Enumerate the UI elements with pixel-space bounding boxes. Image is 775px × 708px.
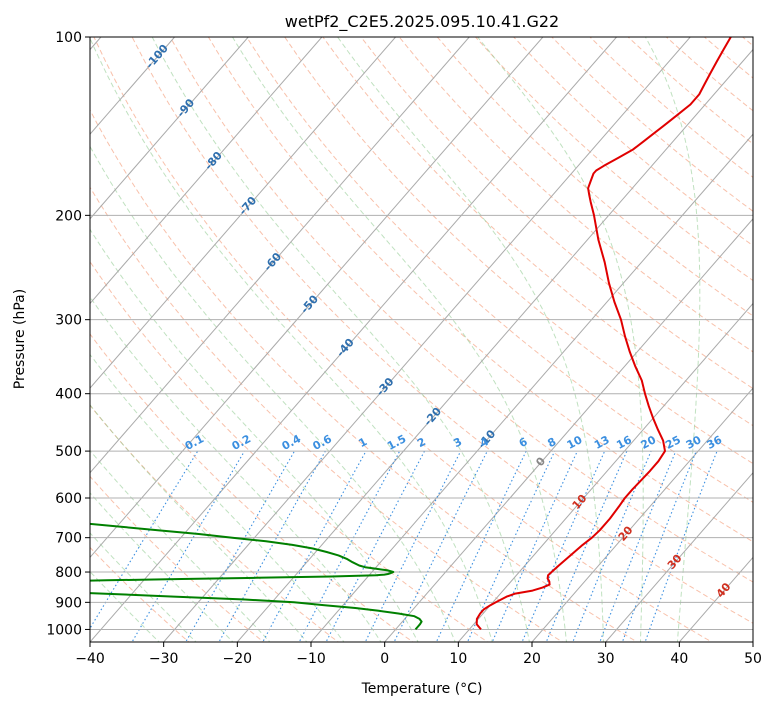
plot-background [90, 37, 753, 642]
x-tick-label: 50 [744, 651, 762, 667]
mixing-ratio-line [599, 450, 677, 642]
dry-adiabats [90, 37, 753, 642]
mixing-ratio-line [262, 450, 367, 642]
mixing-ratio-label: 16 [614, 433, 634, 452]
isotherm-line [752, 641, 753, 642]
isotherm-line [163, 37, 691, 642]
mixing-ratio-line [545, 450, 628, 642]
mixing-ratio-line [621, 450, 697, 642]
isotherm-line [531, 387, 753, 642]
dry-adiabat-line [90, 108, 638, 642]
isotherm-line [384, 218, 753, 642]
mixing-ratio-line [325, 450, 425, 642]
dry-adiabat-line [90, 475, 265, 642]
dry-adiabat-line [131, 37, 753, 624]
mixing-ratio-line [644, 450, 718, 642]
mixing-ratio-label: 13 [592, 433, 612, 452]
x-axis-label: Temperature (°C) [361, 681, 483, 697]
mixing-ratio-label: 20 [639, 433, 659, 452]
y-tick-label: 800 [55, 565, 82, 581]
x-tick-label: −10 [296, 651, 326, 667]
y-tick-label: 900 [55, 595, 82, 611]
mixing-ratio-line [572, 450, 652, 642]
y-tick-label: 500 [55, 444, 82, 460]
chart-title: wetPf2_C2E5.2025.095.10.41.G22 [285, 12, 559, 32]
mixing-ratio-label: 10 [565, 433, 585, 452]
mixing-ratio-lines [90, 450, 718, 642]
dry-adiabat-line [169, 37, 753, 583]
isotherm-line [605, 471, 753, 642]
y-tick-label: 200 [55, 208, 82, 224]
x-tick-label: 30 [597, 651, 615, 667]
isotherm-line [90, 37, 323, 305]
y-tick-label: 700 [55, 531, 82, 547]
dry-adiabat-line [360, 37, 753, 390]
y-axis-label: Pressure (hPa) [12, 289, 28, 389]
dry-adiabat-line [90, 186, 564, 642]
isotherm-line [310, 133, 753, 642]
y-axis-ticks: 1000 900 800 700 600 500 400 300 200 100 [46, 30, 90, 638]
y-tick-label: 300 [55, 313, 82, 329]
x-tick-label: 20 [523, 651, 541, 667]
plot-frame [89, 36, 754, 643]
isotherm-line [90, 37, 396, 389]
dry-adiabat-line [90, 260, 489, 642]
moist-adiabat-line [90, 296, 382, 642]
isotherm-line [236, 48, 753, 642]
x-axis-ticks: −40 −30 −20 −10 0 10 20 30 40 50 [75, 642, 762, 667]
mixing-ratio-label: 25 [663, 433, 683, 452]
y-tick-label: 400 [55, 387, 82, 403]
temperature-profile [475, 37, 732, 631]
isotherm-line [457, 302, 753, 642]
profile-lines [90, 37, 732, 631]
pressure-gridlines [90, 37, 753, 630]
y-tick-label: 1000 [46, 622, 82, 638]
y-tick-label: 100 [55, 30, 82, 46]
dry-adiabat-line [246, 37, 753, 503]
mixing-ratio-line [298, 450, 401, 642]
moist-adiabat-line [90, 570, 160, 642]
mixing-ratio-label: 36 [705, 433, 725, 452]
x-tick-label: −20 [223, 651, 253, 667]
dry-adiabat-line [93, 37, 713, 642]
x-tick-label: −30 [149, 651, 179, 667]
isotherm-line [90, 37, 617, 642]
isotherm-line [90, 37, 544, 559]
mixing-ratio-label: 30 [684, 433, 704, 452]
y-tick-label: 600 [55, 491, 82, 507]
dry-adiabat-line [322, 37, 753, 427]
x-tick-label: −40 [75, 651, 105, 667]
isotherm-line [90, 37, 249, 220]
mixing-ratio-line [90, 450, 199, 630]
isotherm-line [90, 37, 470, 474]
x-tick-label: 40 [670, 651, 688, 667]
x-tick-label: 10 [449, 651, 467, 667]
mixing-ratio-line [131, 450, 245, 642]
moist-adiabat-line [90, 492, 234, 642]
moist-adiabat-line [90, 145, 456, 642]
mixing-ratio-line [435, 450, 527, 642]
dry-adiabat-line [474, 37, 753, 282]
x-tick-label: 0 [380, 651, 389, 667]
moist-adiabat-line [90, 449, 271, 642]
dry-adiabat-line [207, 37, 753, 543]
isotherms [90, 37, 753, 642]
